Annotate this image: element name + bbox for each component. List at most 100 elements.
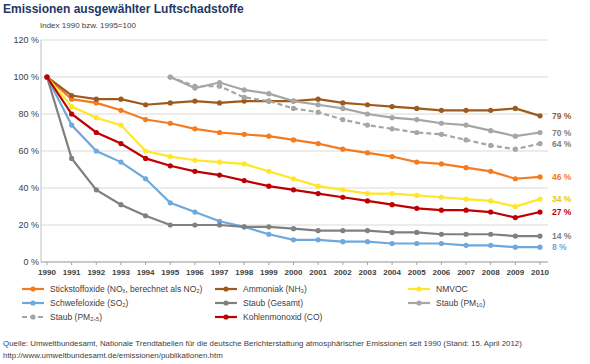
grid-line [41,77,548,78]
point [44,74,49,79]
point [316,141,321,146]
point [192,169,197,174]
y-tick-label: 60 % [18,146,39,156]
point [439,241,444,246]
y-tick-label: 80 % [18,109,39,119]
point [192,209,197,214]
x-tick [120,262,121,265]
point [390,115,395,120]
point [537,197,542,202]
point [488,198,493,203]
point [439,232,444,237]
x-tick [194,262,195,265]
x-tick [318,262,319,265]
grid-line [41,114,548,115]
point [414,241,419,246]
point [513,204,518,209]
point [242,87,247,92]
point [266,184,271,189]
point [266,232,271,237]
point [463,243,468,248]
end-label: 14 % [552,231,572,241]
end-label: 8 % [552,242,567,252]
point [143,117,148,122]
plot-area [44,74,542,249]
point [291,176,296,181]
point [266,98,271,103]
legend-marker [416,300,421,305]
x-tick [490,262,491,265]
legend-marker [223,314,228,319]
end-label: 34 % [552,194,572,204]
point [340,100,345,105]
legend-entry: Kohlenmonoxid (CO) [215,312,323,322]
x-tick-label: 2005 [408,268,426,277]
point [463,165,468,170]
chart: Emissionen ausgewählter LuftschadstoffeI… [0,0,590,364]
legend-label: Staub (PM₂,₅) [50,312,102,322]
point [439,195,444,200]
x-tick [96,262,97,265]
x-tick-label: 2001 [309,268,327,277]
point [463,108,468,113]
point [316,191,321,196]
legend-entry: Staub (PM₂,₅) [22,312,102,322]
x-tick-label: 2010 [531,268,549,277]
point [217,84,222,89]
y-tick-label: 20 % [18,220,39,230]
x-tick [71,262,72,265]
point [242,224,247,229]
source-url: http://www.umweltbundesamt.de/emissionen… [3,351,223,360]
point [390,126,395,131]
point [365,239,370,244]
point [513,147,518,152]
point [192,222,197,227]
point [192,158,197,163]
point [463,137,468,142]
x-tick-label: 2009 [506,268,524,277]
legend-label: Staub (Gesamt) [243,298,303,308]
x-tick-label: 1995 [161,268,179,277]
x-tick [515,262,516,265]
point [537,130,542,135]
legend-label: Kohlenmonoxid (CO) [243,312,323,322]
point [69,111,74,116]
point [192,98,197,103]
x-tick-label: 1993 [112,268,130,277]
point [390,202,395,207]
point [192,84,197,89]
x-tick-label: 2000 [285,268,303,277]
x-tick [342,262,343,265]
series-line [47,77,540,218]
point [44,74,49,79]
point [513,106,518,111]
point [118,97,123,102]
legend-label: Staub (PM₁₀) [436,298,486,308]
point [291,106,296,111]
point [118,141,123,146]
point [168,154,173,159]
point [488,169,493,174]
x-tick-label: 1997 [211,268,229,277]
point [488,209,493,214]
end-label: 27 % [552,207,572,217]
point [488,128,493,133]
end-label: 46 % [552,172,572,182]
point [463,232,468,237]
point [168,100,173,105]
point [537,174,542,179]
point [513,134,518,139]
x-tick [170,262,171,265]
x-tick-label: 2007 [457,268,475,277]
point [488,108,493,113]
point [266,134,271,139]
legend-marker [223,286,228,291]
point [69,123,74,128]
series-line [47,77,540,179]
point [513,245,518,250]
series-line [170,77,540,136]
x-tick [145,262,146,265]
x-tick-label: 1990 [38,268,56,277]
point [439,108,444,113]
point [316,102,321,107]
